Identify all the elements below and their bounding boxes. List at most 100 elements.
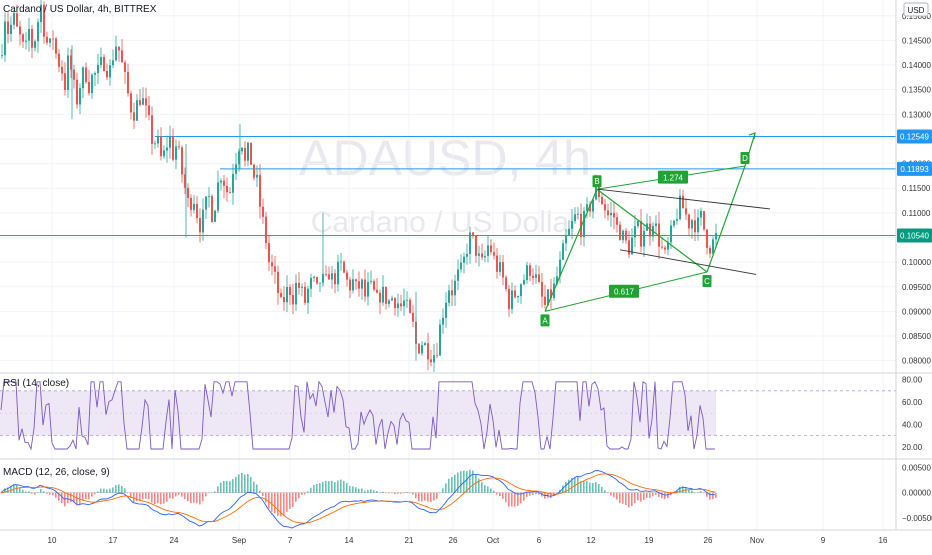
macd-histogram-bar bbox=[352, 486, 354, 493]
macd-histogram-bar bbox=[634, 492, 636, 504]
macd-histogram-bar bbox=[586, 480, 588, 493]
candle-body bbox=[328, 274, 330, 280]
macd-histogram-bar bbox=[106, 489, 108, 493]
macd-histogram-bar bbox=[436, 492, 438, 499]
macd-title[interactable]: MACD (12, 26, close, 9) bbox=[3, 467, 110, 478]
channel-lower-line[interactable] bbox=[619, 249, 757, 275]
candle-body bbox=[397, 303, 399, 309]
candle-body bbox=[436, 355, 438, 357]
candle-body bbox=[229, 192, 231, 194]
pattern-point-badge[interactable] bbox=[740, 152, 750, 165]
macd-histogram-bar bbox=[667, 492, 669, 499]
candle-body bbox=[499, 262, 501, 272]
macd-histogram-bar bbox=[511, 492, 513, 507]
pattern-point-badge[interactable] bbox=[702, 274, 712, 287]
candle-body bbox=[565, 235, 567, 244]
horizontal-levels[interactable] bbox=[0, 136, 896, 237]
abcd-pattern-drawing[interactable]: A B C D 1.274 0.617 bbox=[540, 132, 771, 327]
candle-body bbox=[508, 289, 510, 310]
macd-histogram-bar bbox=[643, 492, 645, 500]
pattern-point-badge[interactable] bbox=[540, 314, 550, 327]
price-axis[interactable]: 0.150000.145000.140000.135000.130000.125… bbox=[902, 12, 931, 366]
candle-body bbox=[451, 290, 453, 296]
macd-axis[interactable]: 0.00500 0.00000 −0.00500 bbox=[902, 464, 932, 523]
candle-body bbox=[439, 324, 441, 356]
candle-body bbox=[700, 211, 702, 218]
time-tick-label: Nov bbox=[750, 536, 764, 545]
candle-body bbox=[691, 220, 693, 229]
macd-histogram-bar bbox=[34, 492, 36, 495]
macd-histogram-bar bbox=[664, 492, 666, 500]
macd-histogram-bar bbox=[604, 490, 606, 493]
candle-body bbox=[511, 290, 513, 310]
candle-body bbox=[250, 142, 252, 165]
currency-button[interactable] bbox=[903, 2, 929, 17]
candle-body bbox=[628, 240, 630, 255]
macd-histogram-bar bbox=[142, 492, 144, 500]
candle-body bbox=[400, 303, 402, 307]
macd-histogram-bar bbox=[508, 492, 510, 507]
macd-histogram-bar bbox=[445, 483, 447, 493]
candle-body bbox=[175, 146, 177, 160]
candle-body bbox=[541, 282, 543, 297]
candle-body bbox=[496, 255, 498, 272]
macd-histogram-bar bbox=[337, 480, 339, 493]
macd-histogram-bar bbox=[166, 492, 168, 502]
time-tick-label: 10 bbox=[48, 536, 57, 545]
time-tick-label: 24 bbox=[170, 536, 179, 545]
candle-body bbox=[226, 185, 228, 193]
time-tick-label: 26 bbox=[449, 536, 458, 545]
macd-histogram-bar bbox=[193, 492, 195, 503]
candle-body bbox=[484, 255, 486, 258]
macd-histogram-bar bbox=[541, 492, 543, 497]
price-tick-label: 0.11000 bbox=[902, 209, 931, 218]
chart-title[interactable]: Cardano / US Dollar, 4h, BITTREX bbox=[3, 4, 157, 15]
pattern-leg-ab[interactable] bbox=[544, 188, 598, 312]
macd-histogram-bar bbox=[628, 492, 630, 508]
macd-histogram-bar bbox=[355, 487, 357, 493]
pattern-point-badge[interactable] bbox=[592, 175, 602, 188]
macd-histogram-bar bbox=[592, 483, 594, 493]
candle-body bbox=[172, 136, 174, 160]
macd-histogram-bar bbox=[631, 492, 633, 506]
macd-histogram-bar bbox=[268, 492, 270, 509]
candle-body bbox=[358, 281, 360, 289]
candle-body bbox=[16, 13, 18, 27]
macd-tick-label: 0.00500 bbox=[902, 464, 931, 473]
time-axis[interactable]: 10 17 24 Sep 7 14 21 26 Oct 6 12 19 26 Nov 9 16 bbox=[48, 536, 888, 545]
candle-body bbox=[613, 212, 615, 218]
pattern-leg-bc[interactable] bbox=[596, 188, 708, 273]
candle-body bbox=[190, 197, 192, 210]
candle-body bbox=[403, 300, 405, 307]
pattern-ratio-badge[interactable] bbox=[609, 284, 639, 298]
candle-body bbox=[586, 204, 588, 211]
macd-histogram-bar bbox=[409, 492, 411, 494]
rsi-title[interactable]: RSI (14, close) bbox=[3, 378, 69, 389]
macd-histogram-bar bbox=[439, 492, 441, 494]
macd-histogram-bar bbox=[226, 481, 228, 493]
rsi-axis[interactable]: 80.00 60.00 40.00 20.00 bbox=[902, 376, 923, 452]
pattern-leg-cd[interactable] bbox=[706, 165, 746, 273]
candle-body bbox=[373, 281, 375, 290]
candle-body bbox=[118, 46, 120, 51]
macd-histogram-bar bbox=[55, 492, 57, 498]
channel-upper-line[interactable] bbox=[597, 188, 771, 210]
macd-histogram-bar bbox=[442, 488, 444, 493]
pattern-point-label: B bbox=[594, 177, 599, 186]
pattern-ratio-badge[interactable] bbox=[658, 170, 688, 184]
macd-histogram-bar bbox=[550, 492, 552, 499]
macd-histogram-bar bbox=[517, 492, 519, 506]
macd-histogram-bar bbox=[175, 492, 177, 497]
candle-body bbox=[679, 195, 681, 220]
candle-body bbox=[421, 345, 423, 354]
candle-body bbox=[688, 214, 690, 229]
macd-histogram-bar bbox=[694, 492, 696, 494]
macd-histogram-bar bbox=[376, 491, 378, 493]
macd-histogram-bar bbox=[607, 492, 609, 494]
candle-body bbox=[712, 239, 714, 254]
macd-histogram-bar bbox=[208, 492, 210, 494]
candle-body bbox=[685, 208, 687, 215]
candle-body bbox=[715, 232, 717, 240]
